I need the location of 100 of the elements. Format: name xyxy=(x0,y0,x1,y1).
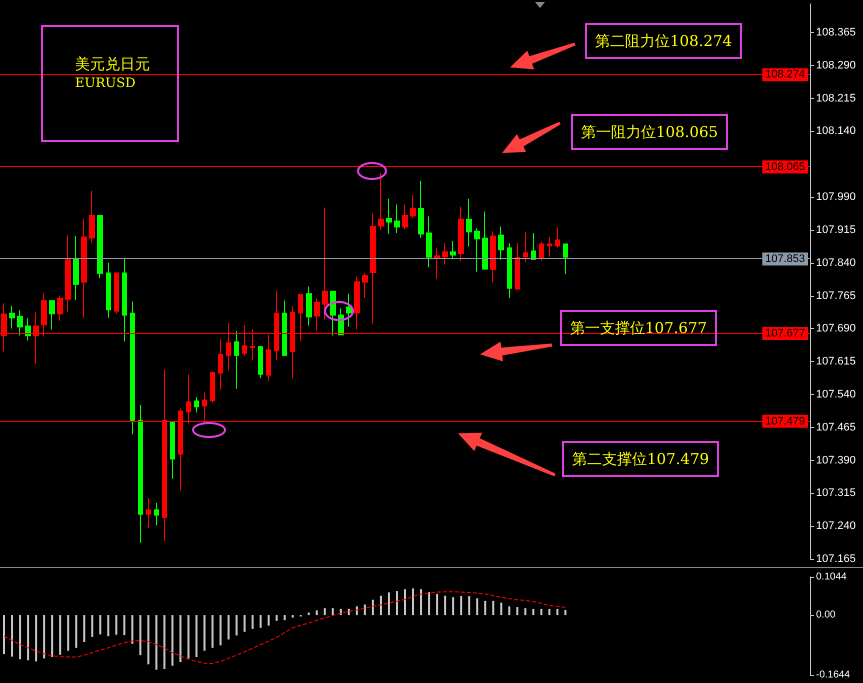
candlestick xyxy=(130,300,135,435)
candlestick xyxy=(434,247,440,280)
bar xyxy=(436,594,438,616)
candlestick xyxy=(17,310,23,336)
y-tick-label: 108.290 xyxy=(816,59,856,72)
candlestick xyxy=(402,204,408,230)
bar xyxy=(428,592,430,616)
candlestick xyxy=(386,198,392,234)
candlestick xyxy=(442,242,448,266)
bar xyxy=(412,588,414,616)
annotation: 第一支撑位107.677 xyxy=(560,310,718,346)
bar xyxy=(380,596,382,616)
annotation: 第二阻力位108.274 xyxy=(585,23,742,59)
bar xyxy=(404,589,406,616)
candlestick xyxy=(378,172,384,230)
y-tick-label: 107.765 xyxy=(816,290,856,302)
bar xyxy=(59,615,62,655)
candlestick xyxy=(354,276,360,330)
bar xyxy=(364,604,366,616)
bar xyxy=(115,615,118,635)
y-tick-label: 107.465 xyxy=(816,421,856,434)
bar xyxy=(91,615,94,637)
bar xyxy=(468,596,470,616)
bar xyxy=(324,608,326,616)
candlestick xyxy=(282,300,287,357)
bar xyxy=(396,591,398,616)
bar xyxy=(476,598,478,616)
y-tick-label: 108.140 xyxy=(816,125,856,138)
bar xyxy=(67,615,70,651)
candlestick xyxy=(410,194,416,219)
bar xyxy=(3,615,6,654)
annotation: 第一阻力位108.065 xyxy=(571,114,728,150)
candlestick xyxy=(507,242,512,298)
y-tick-label: 107.540 xyxy=(816,388,856,400)
bar xyxy=(524,608,526,616)
candlestick xyxy=(482,211,488,270)
candlestick xyxy=(114,272,119,314)
candlestick xyxy=(458,206,464,262)
candlestick xyxy=(170,421,175,480)
candlestick xyxy=(450,240,456,260)
bar xyxy=(171,615,174,666)
bar xyxy=(139,615,142,656)
ref-line-label: 108.274 xyxy=(765,68,805,81)
bar xyxy=(155,615,158,670)
candlestick xyxy=(563,243,568,275)
ref-line-label: 107.677 xyxy=(765,328,805,340)
bar xyxy=(27,615,30,660)
candlestick xyxy=(330,290,336,336)
bar xyxy=(99,615,102,634)
candlestick xyxy=(466,198,472,248)
candlestick xyxy=(498,226,504,260)
candlestick xyxy=(362,272,368,298)
bar xyxy=(268,615,270,626)
candlestick xyxy=(539,242,544,262)
ref-line-label: 107.853 xyxy=(765,252,805,265)
bar xyxy=(460,596,462,616)
bar xyxy=(228,615,230,640)
candlestick xyxy=(73,236,79,301)
bar xyxy=(452,597,454,616)
bar xyxy=(540,608,542,616)
y-tick-label: 108.215 xyxy=(816,92,856,104)
bar xyxy=(107,615,110,636)
bar xyxy=(204,615,206,651)
candlestick xyxy=(306,286,312,326)
y-tick-label: 107.165 xyxy=(816,553,856,565)
y-tick-label: 107.690 xyxy=(816,322,856,335)
candlestick xyxy=(474,228,480,272)
bar xyxy=(11,615,14,657)
text: 美元兑日元 xyxy=(75,55,150,74)
annotation: 第二支撑位107.479 xyxy=(562,441,720,477)
ref-line-label: 107.479 xyxy=(765,415,805,428)
candlestick xyxy=(81,218,87,318)
bar xyxy=(372,600,374,616)
bar xyxy=(508,606,510,616)
bar xyxy=(236,615,238,636)
bar xyxy=(163,615,166,670)
candlestick xyxy=(49,300,55,330)
ref-line-label: 108.065 xyxy=(765,160,805,173)
bar xyxy=(19,615,22,660)
candlestick xyxy=(57,294,63,322)
candlestick xyxy=(515,242,520,290)
bar xyxy=(83,615,86,642)
bar xyxy=(123,615,126,636)
y-tick-label: 0.00 xyxy=(816,610,836,621)
candlestick xyxy=(523,232,528,263)
text: EURUSD xyxy=(75,76,136,91)
y-tick-label: 108.365 xyxy=(816,26,856,39)
bar xyxy=(212,615,214,648)
candlestick xyxy=(258,346,263,379)
candlestick xyxy=(346,293,352,328)
bar xyxy=(444,596,446,616)
bar xyxy=(516,607,518,616)
candlestick xyxy=(138,404,143,544)
bar xyxy=(292,615,294,618)
y-tick-label: 107.315 xyxy=(816,487,856,500)
bar xyxy=(556,608,558,616)
candlestick xyxy=(122,258,127,342)
bar xyxy=(276,615,278,621)
candlestick xyxy=(426,216,432,268)
bar xyxy=(131,615,134,644)
